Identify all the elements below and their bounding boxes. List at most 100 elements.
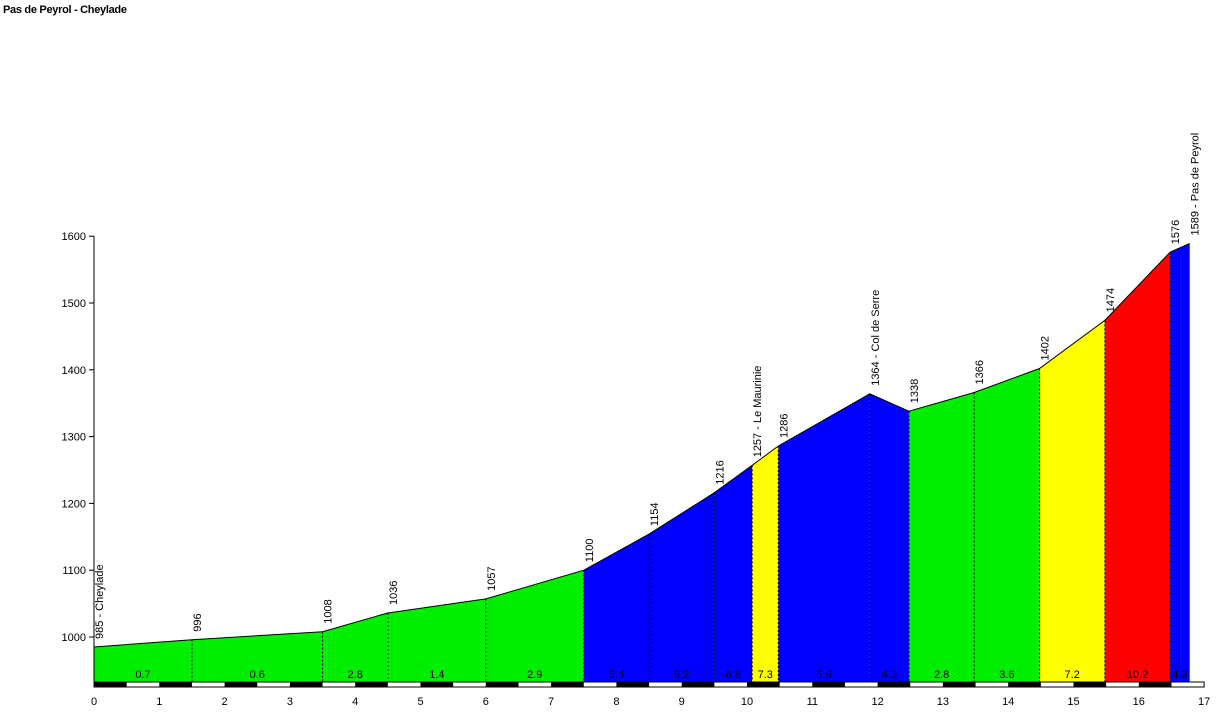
ruler-block	[616, 682, 650, 687]
profile-line	[93, 243, 1190, 648]
gradient-segment	[387, 598, 486, 682]
gradient-segment	[94, 639, 192, 682]
gradient-segment	[1104, 252, 1171, 682]
ruler-block	[681, 682, 715, 687]
elevation-label: 1008	[323, 599, 335, 623]
gradient-label: 5.4	[609, 669, 624, 681]
gradient-segment-fills	[94, 243, 1190, 682]
x-tick-label: 8	[613, 696, 619, 708]
ruler-block	[355, 682, 388, 687]
gradient-segment	[1170, 243, 1190, 682]
elevation-label: 996	[192, 613, 204, 631]
x-tick-label: 1	[156, 696, 162, 708]
gradient-segment	[908, 392, 975, 682]
y-tick-label: 1600	[62, 231, 86, 243]
gradient-label: 0.7	[135, 669, 150, 681]
elevation-label: 1036	[388, 581, 400, 605]
y-tick-label: 1400	[62, 365, 86, 377]
x-tick-label: 4	[352, 696, 358, 708]
ruler-block	[551, 682, 584, 687]
elevation-label: 1338	[909, 379, 921, 403]
ruler-block	[877, 682, 911, 687]
gradient-label: 3.6	[999, 669, 1014, 681]
ruler-block	[159, 682, 192, 687]
gradient-segment	[752, 446, 779, 682]
x-tick-label: 14	[1002, 696, 1014, 708]
ruler-block	[1008, 682, 1041, 687]
gradient-segment	[714, 465, 753, 682]
gradient-label: 7.2	[1065, 669, 1080, 681]
gradient-segment	[1039, 320, 1105, 682]
gradient-label: 10.2	[1127, 669, 1148, 681]
x-tick-label: 16	[1133, 696, 1145, 708]
ruler-block	[812, 682, 845, 687]
ruler-block	[94, 682, 127, 687]
x-tick-label: 15	[1067, 696, 1079, 708]
y-tick-label: 1200	[62, 498, 86, 510]
gradient-label: 0.6	[250, 669, 265, 681]
gradient-label: 2.8	[348, 669, 363, 681]
x-tick-label: 3	[287, 696, 293, 708]
gradient-segment	[485, 570, 584, 682]
gradient-label: 4.3	[882, 669, 897, 681]
elevation-label: 1402	[1040, 336, 1052, 360]
elevation-labels: 985 - Cheylade 996 1008 1036 1057 1100 1154 121…	[94, 133, 1202, 639]
x-tick-label: 11	[807, 696, 818, 708]
gradient-segment	[191, 631, 323, 682]
x-tick-label: 7	[548, 696, 554, 708]
gradient-label: 2.9	[527, 669, 542, 681]
gradient-segment	[778, 393, 870, 682]
y-tick-label: 1000	[62, 632, 86, 644]
gradient-labels: 0.7 0.6 2.8 1.4 2.9 5.4 6.2 6.8 7.3 5.6 4.3 2.8 3.6 7…	[135, 669, 1187, 681]
y-tick-label: 1100	[62, 565, 86, 577]
gradient-label: 1.4	[429, 669, 444, 681]
gradient-segment	[583, 534, 649, 682]
gradient-segment	[974, 368, 1040, 682]
elevation-label: 1257 - Le Maurinie	[752, 366, 764, 458]
x-tick-label: 9	[679, 696, 685, 708]
x-axis-ticks: 0 1 2 3 4 5 6 7 8 9 10 11 12 13 14 15 16 17	[91, 696, 1210, 708]
elevation-label: 1154	[649, 502, 661, 526]
ruler-block	[420, 682, 454, 687]
x-tick-label: 6	[483, 696, 489, 708]
chart-title: Pas de Peyrol - Cheylade	[3, 4, 127, 16]
elevation-label: 1216	[714, 460, 726, 484]
gradient-label: 6.2	[674, 669, 689, 681]
gradient-segment	[322, 613, 388, 682]
elevation-label: 1057	[486, 566, 498, 590]
km-ruler-bar	[93, 681, 1205, 688]
elevation-label: 1589 - Pas de Peyrol	[1190, 133, 1202, 236]
y-tick-label: 1300	[62, 432, 86, 444]
x-tick-label: 12	[871, 696, 883, 708]
gradient-segment	[649, 492, 715, 682]
ruler-block	[747, 682, 780, 687]
gradient-label: 2.8	[934, 669, 949, 681]
profile-outline	[93, 243, 1190, 648]
gradient-label: 4.3	[1172, 669, 1187, 681]
x-tick-label: 10	[741, 696, 753, 708]
elevation-label: 985 - Cheylade	[94, 564, 106, 639]
ruler-block	[289, 682, 323, 687]
elevation-label: 1364 - Col de Serre	[870, 290, 882, 386]
x-tick-label: 13	[937, 696, 949, 708]
y-tick-label: 1500	[62, 298, 86, 310]
elevation-label: 1100	[584, 539, 596, 563]
gradient-label: 6.8	[726, 669, 741, 681]
x-tick-label: 0	[91, 696, 97, 708]
elevation-label: 1286	[778, 414, 790, 438]
gradient-label: 7.3	[758, 669, 773, 681]
x-tick-label: 17	[1198, 696, 1210, 708]
elevation-label: 1366	[974, 360, 986, 384]
elevation-label: 1474	[1105, 288, 1117, 312]
ruler-block	[485, 682, 519, 687]
ruler-block	[1073, 682, 1107, 687]
ruler-block	[942, 682, 976, 687]
elevation-label: 1576	[1170, 220, 1182, 244]
ruler-block	[1138, 682, 1172, 687]
y-axis-ticks: 1000 1100 1200 1300 1400 1500 1600	[62, 231, 94, 644]
gradient-label: 5.6	[816, 669, 831, 681]
ruler-block	[224, 682, 258, 687]
x-tick-label: 2	[222, 696, 228, 708]
segment-dividers	[191, 252, 1171, 682]
